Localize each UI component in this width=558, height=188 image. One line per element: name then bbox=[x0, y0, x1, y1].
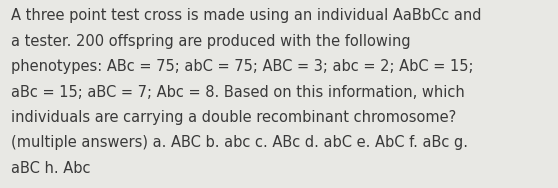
Text: aBC h. Abc: aBC h. Abc bbox=[11, 161, 90, 176]
Text: a tester. 200 offspring are produced with the following: a tester. 200 offspring are produced wit… bbox=[11, 34, 411, 49]
Text: (multiple answers) a. ABC b. abc c. ABc d. abC e. AbC f. aBc g.: (multiple answers) a. ABC b. abc c. ABc … bbox=[11, 135, 468, 150]
Text: aBc = 15; aBC = 7; Abc = 8. Based on this information, which: aBc = 15; aBC = 7; Abc = 8. Based on thi… bbox=[11, 85, 465, 100]
Text: phenotypes: ABc = 75; abC = 75; ABC = 3; abc = 2; AbC = 15;: phenotypes: ABc = 75; abC = 75; ABC = 3;… bbox=[11, 59, 474, 74]
Text: individuals are carrying a double recombinant chromosome?: individuals are carrying a double recomb… bbox=[11, 110, 456, 125]
Text: A three point test cross is made using an individual AaBbCc and: A three point test cross is made using a… bbox=[11, 8, 482, 24]
